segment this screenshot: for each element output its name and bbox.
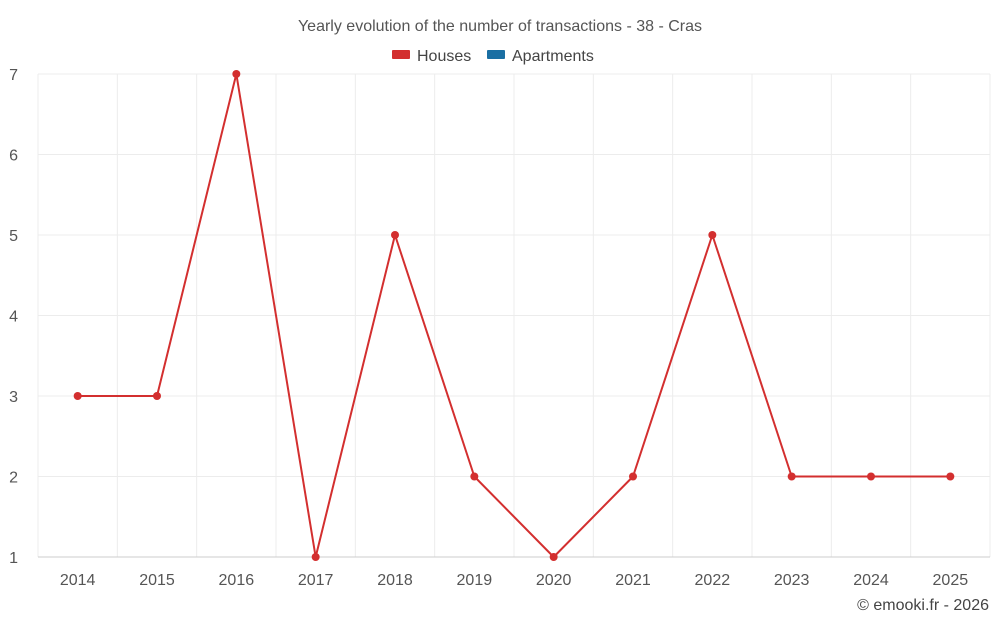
- y-tick-label: 1: [9, 550, 18, 567]
- data-point-houses-2016[interactable]: [232, 70, 241, 78]
- x-tick-label: 2024: [853, 572, 889, 589]
- data-point-houses-2019[interactable]: [470, 472, 479, 481]
- y-tick-label: 3: [9, 389, 18, 406]
- data-point-houses-2025[interactable]: [946, 472, 955, 481]
- x-tick-label: 2021: [615, 572, 651, 589]
- data-point-houses-2014[interactable]: [73, 392, 82, 400]
- x-tick-label: 2016: [219, 572, 255, 589]
- data-point-houses-2015[interactable]: [153, 392, 161, 400]
- data-point-houses-2023[interactable]: [787, 472, 796, 481]
- credit-text: © emooki.fr - 2026: [857, 597, 989, 614]
- data-point-houses-2020[interactable]: [549, 553, 558, 561]
- x-tick-label: 2018: [377, 572, 413, 589]
- y-tick-label: 2: [9, 470, 18, 487]
- grid: [37, 73, 991, 558]
- data-point-houses-2018[interactable]: [391, 231, 399, 239]
- y-tick-label: 7: [9, 67, 18, 84]
- data-point-houses-2017[interactable]: [311, 553, 320, 561]
- x-tick-label: 2020: [536, 572, 572, 589]
- legend-label-apartments: Apartments: [512, 48, 594, 65]
- legend-swatch-houses: [392, 50, 410, 59]
- y-tick-label: 6: [9, 148, 18, 165]
- x-axis: 2014 2015 2016 2017 2018 2019 2020 2021 2022 2023…: [60, 572, 968, 589]
- data-point-houses-2021[interactable]: [629, 472, 637, 481]
- y-tick-label: 4: [9, 309, 18, 326]
- legend-label-houses: Houses: [417, 48, 471, 65]
- legend-swatch-apartments: [487, 50, 505, 59]
- legend: Houses Apartments: [392, 48, 594, 65]
- x-tick-label: 2019: [457, 572, 493, 589]
- legend-item-apartments[interactable]: Apartments: [487, 48, 594, 65]
- series-line-houses: [77, 73, 951, 558]
- x-tick-label: 2014: [60, 572, 96, 589]
- x-tick-label: 2023: [774, 572, 810, 589]
- legend-item-houses[interactable]: Houses: [392, 48, 471, 65]
- x-tick-label: 2017: [298, 572, 334, 589]
- series-layer: [73, 70, 955, 561]
- x-tick-label: 2025: [933, 572, 969, 589]
- y-tick-label: 5: [9, 228, 18, 245]
- x-tick-label: 2022: [695, 572, 731, 589]
- chart-title: Yearly evolution of the number of transa…: [298, 18, 702, 35]
- data-point-houses-2024[interactable]: [867, 472, 875, 481]
- data-point-houses-2022[interactable]: [708, 231, 717, 239]
- x-tick-label: 2015: [139, 572, 175, 589]
- y-axis: 1 2 3 4 5 6 7: [9, 67, 18, 567]
